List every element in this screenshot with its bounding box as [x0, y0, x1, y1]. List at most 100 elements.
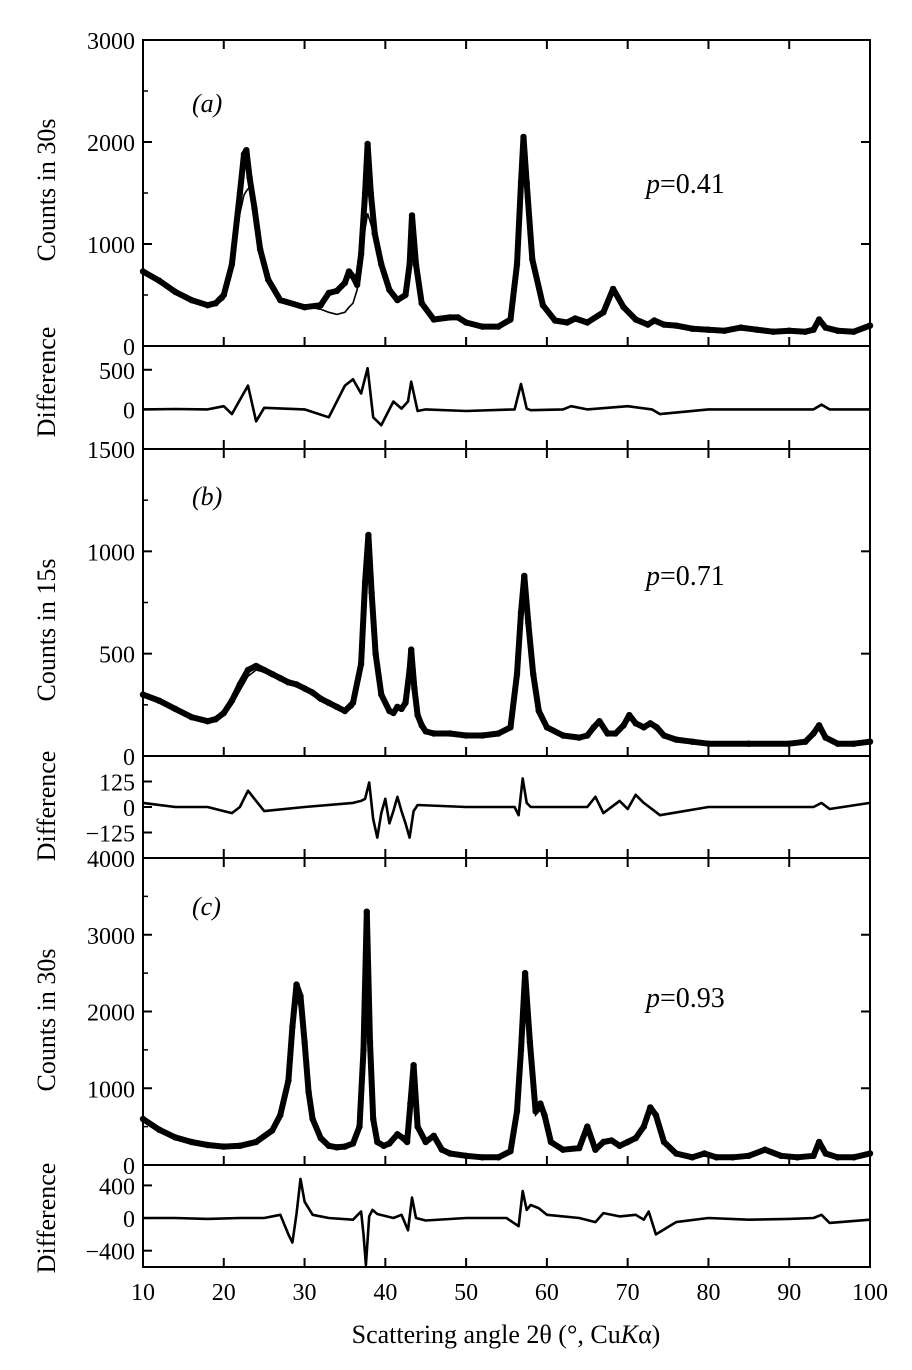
observed-point — [256, 245, 264, 253]
p-value: =0.41 — [660, 169, 725, 200]
observed-point — [495, 730, 502, 737]
observed-point — [236, 1142, 244, 1150]
observed-point — [366, 1039, 374, 1046]
observed-point — [517, 609, 525, 616]
observed-point — [408, 212, 416, 219]
observed-point — [430, 730, 437, 737]
observed-point — [390, 709, 397, 717]
observed-point — [414, 711, 421, 719]
observed-point — [822, 1150, 829, 1157]
observed-point — [293, 981, 300, 988]
observed-point — [394, 296, 401, 304]
observed-point — [802, 738, 809, 745]
observed-point — [374, 1138, 381, 1146]
observed-point — [513, 1108, 521, 1115]
observed-profile — [140, 908, 873, 1161]
observed-point — [139, 268, 147, 275]
observed-point — [713, 1154, 720, 1161]
observed-point — [172, 288, 179, 296]
observed-point — [236, 681, 244, 688]
panel-tag: (c) — [192, 892, 221, 921]
observed-point — [815, 1138, 823, 1146]
observed-point — [386, 1140, 393, 1147]
observed-point — [411, 685, 418, 692]
observed-point — [810, 326, 817, 333]
observed-point — [422, 1138, 429, 1146]
diff-tick-label: 400 — [99, 1174, 135, 1200]
panel-tag: (b) — [192, 482, 222, 511]
observed-point — [269, 1127, 276, 1134]
observed-point — [361, 578, 369, 586]
observed-point — [418, 300, 425, 307]
observed-point — [640, 1123, 647, 1130]
observed-point — [349, 273, 357, 280]
observed-point — [403, 1138, 411, 1146]
observed-point — [507, 1148, 514, 1155]
observed-point — [572, 315, 579, 322]
observed-point — [220, 709, 227, 717]
observed-point — [246, 174, 253, 181]
observed-point — [410, 1062, 417, 1069]
p-annotation: p=0.71 — [644, 561, 725, 592]
observed-point — [172, 1134, 179, 1141]
observed-point — [600, 1138, 607, 1146]
observed-point — [660, 1138, 668, 1146]
observed-point — [592, 1146, 599, 1153]
observed-point — [705, 740, 712, 747]
observed-point — [244, 666, 252, 674]
observed-point — [810, 730, 817, 737]
observed-point — [454, 314, 462, 321]
observed-point — [422, 728, 429, 735]
observed-point — [794, 1154, 801, 1161]
observed-point — [786, 740, 793, 747]
observed-point — [701, 1150, 708, 1157]
observed-point — [156, 697, 163, 704]
observed-point — [406, 666, 413, 674]
observed-point — [479, 323, 486, 330]
observed-point — [317, 302, 324, 309]
observed-point — [277, 675, 284, 682]
observed-point — [446, 314, 454, 321]
observed-point — [600, 309, 607, 316]
observed-point — [584, 319, 591, 326]
observed-point — [530, 670, 537, 678]
observed-point — [612, 730, 619, 737]
observed-point — [251, 205, 258, 212]
observed-point — [745, 1152, 752, 1160]
observed-point — [139, 1115, 147, 1123]
difference-axis-title: Difference — [32, 1163, 61, 1274]
observed-point — [626, 711, 633, 719]
x-axis-title: Scattering angle 2θ (°, CuKα) — [352, 1320, 661, 1349]
observed-point — [333, 703, 341, 711]
panel-tag: (a) — [192, 89, 222, 118]
observed-point — [737, 324, 744, 331]
y-tick-label: 500 — [99, 643, 135, 669]
observed-point — [672, 736, 680, 743]
difference-frame — [142, 1164, 871, 1268]
observed-profile — [140, 133, 873, 335]
observed-point — [289, 1023, 296, 1030]
observed-point — [236, 189, 244, 197]
observed-point — [584, 1123, 591, 1130]
observed-point — [660, 321, 668, 328]
counts-frame — [142, 448, 871, 757]
observed-point — [364, 140, 371, 148]
observed-point — [252, 1138, 260, 1146]
observed-point — [399, 1134, 407, 1142]
observed-point — [333, 1144, 341, 1151]
observed-point — [616, 1142, 623, 1150]
observed-point — [523, 179, 530, 186]
p-symbol: p — [644, 561, 660, 592]
observed-point — [378, 261, 385, 268]
y-tick-label: 0 — [123, 745, 135, 771]
observed-point — [139, 691, 147, 698]
observed-point — [269, 670, 276, 678]
observed-point — [596, 718, 603, 725]
observed-point — [261, 666, 268, 674]
observed-profile — [140, 532, 873, 747]
observed-point — [624, 1138, 631, 1146]
observed-point — [243, 147, 250, 154]
observed-point — [721, 327, 728, 334]
